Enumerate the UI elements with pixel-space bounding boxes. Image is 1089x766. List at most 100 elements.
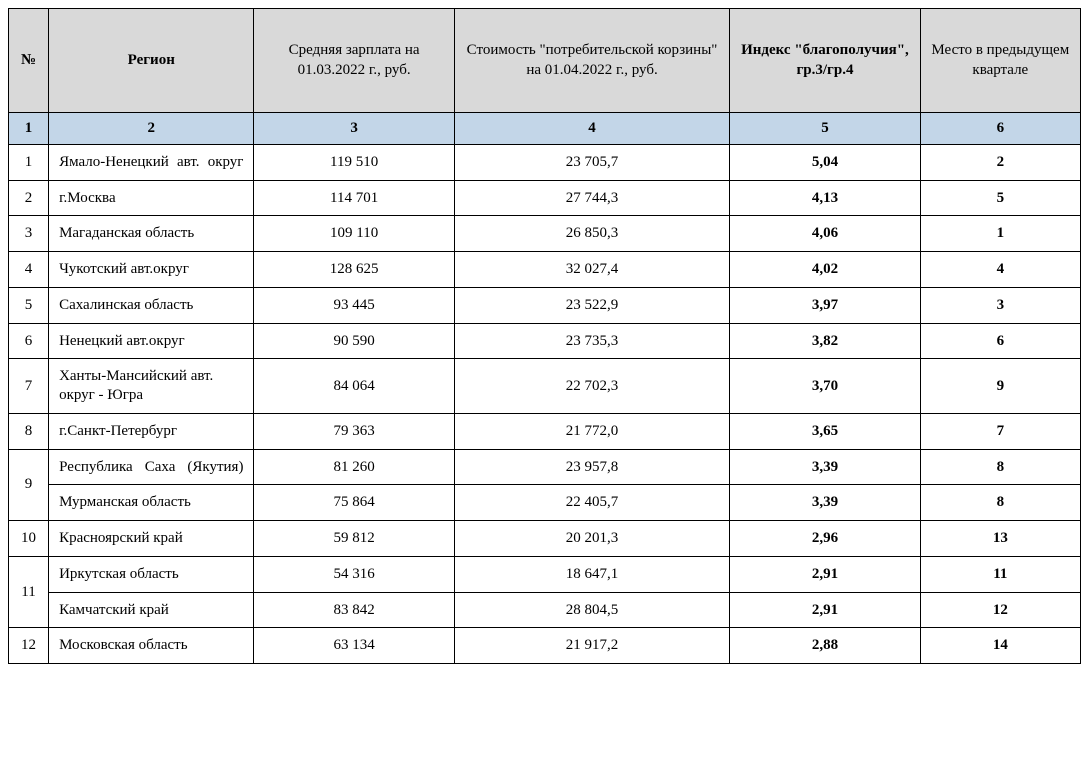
col-header-n: № — [9, 9, 49, 113]
colnum-3: 3 — [254, 113, 454, 145]
cell-index: 3,82 — [730, 323, 920, 359]
cell-n: 7 — [9, 359, 49, 414]
table-row: 8г.Санкт-Петербург79 36321 772,03,657 — [9, 413, 1081, 449]
cell-n: 10 — [9, 521, 49, 557]
table-row: 7Ханты-Мансийский авт. округ - Югра84 06… — [9, 359, 1081, 414]
cell-basket: 26 850,3 — [454, 216, 730, 252]
col-header-region: Регион — [49, 9, 254, 113]
regions-table: № Регион Средняя зарплата на 01.03.2022 … — [8, 8, 1081, 664]
col-header-basket: Стоимость "потребительской корзины" на 0… — [454, 9, 730, 113]
cell-region: Магаданская область — [49, 216, 254, 252]
cell-basket: 21 772,0 — [454, 413, 730, 449]
cell-prev: 13 — [920, 521, 1080, 557]
cell-index: 3,70 — [730, 359, 920, 414]
table-header: № Регион Средняя зарплата на 01.03.2022 … — [9, 9, 1081, 113]
cell-salary: 81 260 — [254, 449, 454, 485]
table-row: Камчатский край83 84228 804,52,9112 — [9, 592, 1081, 628]
cell-n: 6 — [9, 323, 49, 359]
col-header-prev: Место в предыдущем квартале — [920, 9, 1080, 113]
cell-prev: 8 — [920, 449, 1080, 485]
cell-salary: 119 510 — [254, 144, 454, 180]
cell-n: 5 — [9, 287, 49, 323]
col-header-salary: Средняя зарплата на 01.03.2022 г., руб. — [254, 9, 454, 113]
table-row: 5Сахалинская область93 44523 522,93,973 — [9, 287, 1081, 323]
table-row: Мурманская область75 86422 405,73,398 — [9, 485, 1081, 521]
colnum-4: 4 — [454, 113, 730, 145]
cell-region: Иркутская область — [49, 556, 254, 592]
cell-region: Ханты-Мансийский авт. округ - Югра — [49, 359, 254, 414]
cell-salary: 93 445 — [254, 287, 454, 323]
cell-basket: 27 744,3 — [454, 180, 730, 216]
colnum-1: 1 — [9, 113, 49, 145]
cell-basket: 22 702,3 — [454, 359, 730, 414]
cell-basket: 23 705,7 — [454, 144, 730, 180]
cell-index: 2,91 — [730, 592, 920, 628]
cell-n: 1 — [9, 144, 49, 180]
cell-region: Сахалинская область — [49, 287, 254, 323]
cell-salary: 109 110 — [254, 216, 454, 252]
cell-prev: 8 — [920, 485, 1080, 521]
cell-region: Московская область — [49, 628, 254, 664]
col-header-index: Индекс "благополучия", гр.3/гр.4 — [730, 9, 920, 113]
table-row: 6Ненецкий авт.округ90 59023 735,33,826 — [9, 323, 1081, 359]
cell-salary: 54 316 — [254, 556, 454, 592]
cell-region: Республика Саха (Якутия) — [49, 449, 254, 485]
cell-n: 4 — [9, 252, 49, 288]
cell-prev: 3 — [920, 287, 1080, 323]
cell-salary: 114 701 — [254, 180, 454, 216]
cell-prev: 11 — [920, 556, 1080, 592]
cell-n: 3 — [9, 216, 49, 252]
cell-salary: 63 134 — [254, 628, 454, 664]
cell-prev: 12 — [920, 592, 1080, 628]
cell-prev: 1 — [920, 216, 1080, 252]
cell-index: 3,39 — [730, 485, 920, 521]
table-row: 4Чукотский авт.округ128 62532 027,44,024 — [9, 252, 1081, 288]
cell-prev: 9 — [920, 359, 1080, 414]
colnum-2: 2 — [49, 113, 254, 145]
cell-n: 2 — [9, 180, 49, 216]
cell-prev: 2 — [920, 144, 1080, 180]
cell-basket: 21 917,2 — [454, 628, 730, 664]
cell-prev: 7 — [920, 413, 1080, 449]
table-body: 1Ямало-Ненецкий авт. округ119 51023 705,… — [9, 144, 1081, 663]
table-row: 11Иркутская область54 31618 647,12,9111 — [9, 556, 1081, 592]
cell-basket: 23 522,9 — [454, 287, 730, 323]
cell-n: 11 — [9, 556, 49, 628]
cell-n: 9 — [9, 449, 49, 521]
table-row: 2г.Москва114 70127 744,34,135 — [9, 180, 1081, 216]
table-row: 3Магаданская область109 11026 850,34,061 — [9, 216, 1081, 252]
cell-prev: 6 — [920, 323, 1080, 359]
cell-index: 3,39 — [730, 449, 920, 485]
cell-salary: 59 812 — [254, 521, 454, 557]
cell-prev: 4 — [920, 252, 1080, 288]
table-row: 9Республика Саха (Якутия)81 26023 957,83… — [9, 449, 1081, 485]
cell-index: 2,91 — [730, 556, 920, 592]
cell-index: 4,02 — [730, 252, 920, 288]
cell-region: Чукотский авт.округ — [49, 252, 254, 288]
column-number-row: 1 2 3 4 5 6 — [9, 113, 1081, 145]
cell-salary: 75 864 — [254, 485, 454, 521]
cell-index: 3,65 — [730, 413, 920, 449]
cell-index: 5,04 — [730, 144, 920, 180]
colnum-5: 5 — [730, 113, 920, 145]
table-row: 12Московская область63 13421 917,22,8814 — [9, 628, 1081, 664]
cell-region: г.Санкт-Петербург — [49, 413, 254, 449]
cell-salary: 83 842 — [254, 592, 454, 628]
colnum-6: 6 — [920, 113, 1080, 145]
cell-salary: 90 590 — [254, 323, 454, 359]
cell-basket: 23 735,3 — [454, 323, 730, 359]
cell-prev: 5 — [920, 180, 1080, 216]
cell-n: 8 — [9, 413, 49, 449]
cell-basket: 18 647,1 — [454, 556, 730, 592]
cell-salary: 84 064 — [254, 359, 454, 414]
cell-basket: 32 027,4 — [454, 252, 730, 288]
cell-region: Камчатский край — [49, 592, 254, 628]
cell-basket: 20 201,3 — [454, 521, 730, 557]
cell-region: Мурманская область — [49, 485, 254, 521]
table-row: 10Красноярский край59 81220 201,32,9613 — [9, 521, 1081, 557]
cell-prev: 14 — [920, 628, 1080, 664]
cell-region: Ямало-Ненецкий авт. округ — [49, 144, 254, 180]
cell-basket: 23 957,8 — [454, 449, 730, 485]
cell-region: Красноярский край — [49, 521, 254, 557]
cell-index: 2,88 — [730, 628, 920, 664]
